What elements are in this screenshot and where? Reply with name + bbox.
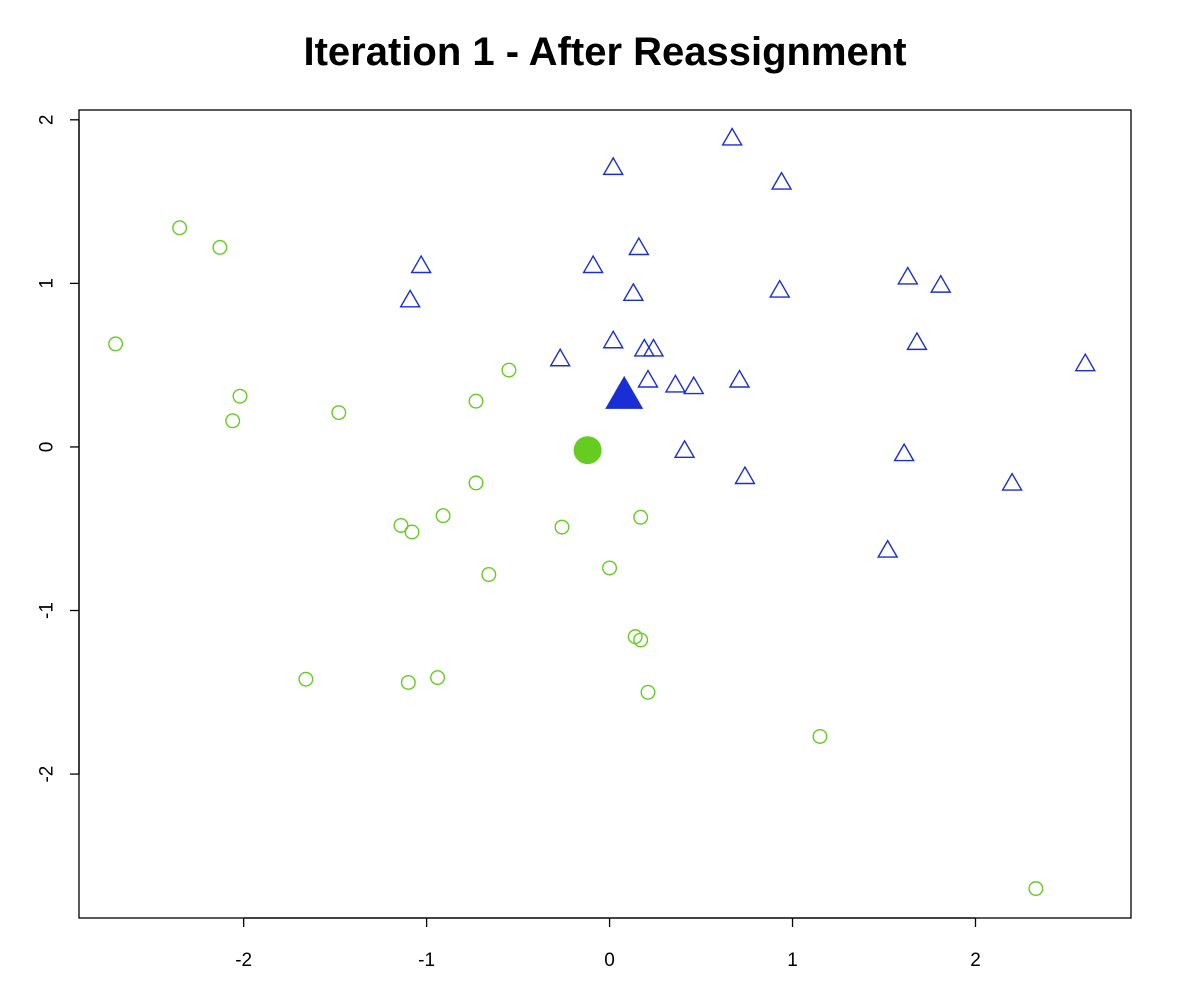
cluster-point-triangle xyxy=(399,289,421,308)
cluster-point-circle xyxy=(812,728,828,744)
cluster-point-triangle xyxy=(628,236,650,256)
cluster-point-triangle xyxy=(622,282,645,302)
cluster-point-triangle xyxy=(906,331,928,351)
cluster-point-triangle xyxy=(930,274,952,293)
cluster-point-circle xyxy=(640,684,656,700)
cluster-point-triangle xyxy=(602,329,624,349)
cluster-point-triangle xyxy=(1074,352,1096,372)
x-axis: -2 -1 0 1 2 xyxy=(235,917,981,971)
cluster-point-circle xyxy=(232,388,248,404)
cluster-point-circle xyxy=(225,413,241,429)
cluster-point-circle xyxy=(468,475,484,491)
cluster-point-circle xyxy=(331,405,347,421)
y-tick-label: 2 xyxy=(37,115,58,126)
x-tick-label: -2 xyxy=(235,950,252,971)
cluster-point-triangle xyxy=(602,156,624,176)
cluster-point-triangle xyxy=(549,347,571,367)
cluster-point-circle xyxy=(501,362,517,378)
cluster-point-triangle xyxy=(769,279,791,298)
cluster-point-triangle xyxy=(683,375,705,395)
cluster-point-circle xyxy=(212,239,228,255)
cluster-point-circle xyxy=(602,560,618,576)
cluster-point-circle xyxy=(435,508,451,524)
cluster-point-circle xyxy=(1028,881,1044,897)
cluster-point-triangle xyxy=(770,171,793,190)
cluster-point-circle xyxy=(468,393,484,409)
cluster-point-circle xyxy=(172,220,188,236)
cluster-point-circle xyxy=(108,336,124,352)
cluster-point-triangle xyxy=(637,369,659,388)
data-points xyxy=(108,127,1096,897)
x-tick-label: -1 xyxy=(418,950,435,971)
cluster-point-triangle xyxy=(582,254,604,274)
y-tick-label: 0 xyxy=(37,442,58,453)
cluster-point-circle xyxy=(404,524,420,540)
cluster-point-triangle xyxy=(721,127,743,146)
y-tick-label: 1 xyxy=(37,278,58,289)
cluster-point-triangle xyxy=(1001,472,1023,491)
cluster-point-triangle xyxy=(897,266,919,285)
x-tick-label: 2 xyxy=(970,950,981,971)
cluster-point-triangle xyxy=(893,442,915,462)
cluster-point-triangle xyxy=(728,369,751,388)
cluster-point-circle xyxy=(633,632,649,648)
y-axis: -2 -1 0 1 2 xyxy=(37,115,80,783)
cluster-point-circle xyxy=(298,671,314,687)
y-tick-label: -2 xyxy=(37,766,58,783)
cluster-point-circle xyxy=(554,519,570,535)
cluster-point-triangle xyxy=(633,338,656,357)
cluster-point-circle xyxy=(400,674,416,690)
cluster-point-circle xyxy=(633,509,649,525)
cluster-point-circle xyxy=(430,670,446,686)
cluster-point-triangle xyxy=(664,374,687,393)
x-tick-label: 0 xyxy=(604,950,615,971)
centroid-circle xyxy=(573,436,602,465)
centroid-triangle xyxy=(605,375,644,409)
cluster-point-triangle xyxy=(642,338,665,357)
cluster-point-triangle xyxy=(876,539,899,558)
cluster-point-triangle xyxy=(410,254,432,274)
cluster-point-circle xyxy=(481,567,497,583)
cluster-point-circle xyxy=(393,517,409,533)
y-tick-label: -1 xyxy=(37,602,58,619)
chart-title: Iteration 1 - After Reassignment xyxy=(303,30,907,74)
x-tick-label: 1 xyxy=(787,950,798,971)
cluster-point-triangle xyxy=(734,465,756,485)
cluster-point-triangle xyxy=(673,439,696,459)
plot-frame xyxy=(78,109,1132,919)
